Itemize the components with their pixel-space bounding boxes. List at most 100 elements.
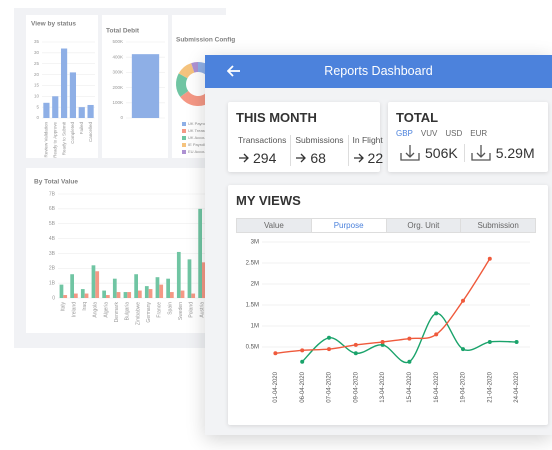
bar: [70, 274, 74, 298]
back-button[interactable]: [227, 65, 241, 77]
card-title: MY VIEWS: [236, 193, 301, 208]
bar: [102, 290, 106, 298]
stat-value-row: 68: [295, 150, 343, 166]
bar: [176, 251, 181, 298]
arrow-icon: [353, 153, 364, 163]
pie-slice: [191, 62, 198, 73]
y-tick-label: 35: [34, 39, 40, 44]
bar: [198, 208, 202, 298]
arrow-icon: [239, 153, 249, 163]
legend-swatch: [182, 150, 186, 154]
bar: [69, 72, 77, 118]
x-tick-label: Angola: [93, 302, 99, 318]
stat: Submissions 68: [290, 135, 347, 166]
legend-swatch: [182, 129, 186, 133]
y-tick-label: 2B: [49, 266, 56, 272]
y-tick-label: 25: [34, 61, 40, 66]
x-tick-label: Cancelled: [88, 122, 93, 143]
bar: [187, 259, 192, 298]
bar: [91, 265, 96, 298]
x-tick-label: Austria: [199, 302, 205, 318]
y-tick-label: 10: [34, 93, 40, 98]
bar: [138, 290, 142, 298]
bar: [155, 277, 160, 298]
bar: [180, 290, 185, 298]
stat-value: 22: [367, 150, 384, 166]
currency-tab[interactable]: GBP: [396, 129, 413, 138]
bar: [127, 292, 132, 298]
amount-value: 5.29M: [495, 145, 535, 161]
header-title: Reports Dashboard: [324, 64, 433, 78]
back-arrow: [227, 65, 240, 77]
chart-title: By Total Value: [34, 179, 78, 186]
bar: [63, 295, 68, 298]
y-tick-label: 3B: [49, 251, 56, 257]
x-tick-label: Ireland: [71, 302, 77, 318]
arrow-path: [239, 153, 249, 163]
y-tick-label: 20: [34, 72, 40, 77]
bar: [131, 54, 160, 118]
x-tick-label: Bulgaria: [125, 302, 131, 321]
bar: [170, 292, 174, 298]
y-tick-label: 300K: [112, 70, 123, 75]
x-tick-label: Ready to Submit: [61, 121, 66, 155]
front-dashboard: Reports Dashboard THIS MONTH Transaction…: [205, 55, 552, 435]
currency-tab[interactable]: VUV: [420, 129, 438, 138]
bar: [159, 284, 164, 298]
y-tick-label: 400K: [112, 54, 123, 59]
x-tick-label: Review Validation: [44, 122, 49, 158]
bar: [78, 107, 85, 118]
arrow-icon: [296, 153, 307, 163]
currency-tab[interactable]: EUR: [470, 129, 488, 138]
x-tick-label: Algeria: [103, 302, 109, 318]
x-tick-label: France: [157, 302, 163, 318]
x-tick-label: Italy: [61, 302, 67, 312]
x-tick-label: Spain: [167, 302, 173, 315]
header: Reports Dashboard: [205, 55, 552, 88]
view-tab[interactable]: Value: [237, 219, 311, 232]
stat-label: Transactions: [238, 135, 287, 145]
view-tab[interactable]: Org. Unit: [385, 219, 461, 232]
stat-label: In Flight: [352, 135, 383, 145]
y-tick-label: 15: [34, 83, 40, 88]
bar: [43, 102, 50, 118]
stat-value-row: 22: [353, 150, 384, 166]
x-tick-label: Sweden: [178, 302, 184, 320]
view-tab[interactable]: Submission: [460, 219, 535, 232]
stat-value: 294: [253, 150, 277, 166]
y-tick-label: 0: [120, 115, 123, 120]
bar: [112, 278, 117, 298]
bar: [95, 271, 100, 298]
chart-title: View by status: [31, 21, 76, 28]
y-tick-label: 1B: [49, 280, 56, 286]
stat: In Flight 22: [347, 135, 388, 166]
card-title: THIS MONTH: [236, 110, 317, 125]
view-tab[interactable]: Purpose: [310, 219, 386, 232]
arrow-path: [353, 153, 364, 163]
bar: [123, 292, 128, 298]
y-tick-label: 30: [34, 50, 40, 55]
legend-label: UK Payroll: [188, 121, 207, 126]
currency-tabs: GBP VUV USD EUR: [396, 129, 548, 138]
x-tick-label: Poland: [189, 302, 195, 318]
stats: Transactions 294 Submissions 68 In Flight 22: [234, 135, 383, 166]
bar: [166, 278, 170, 298]
bar: [134, 274, 138, 298]
download-icon: [400, 145, 420, 161]
this-month-card: THIS MONTH Transactions 294 Submissions 68 I…: [228, 102, 383, 172]
legend-swatch: [182, 122, 186, 126]
stat-label: Submissions: [295, 135, 344, 145]
bar: [80, 289, 85, 298]
bar: [59, 284, 64, 298]
x-tick-label: Denmark: [114, 302, 120, 323]
bar: [74, 293, 78, 298]
card: [26, 168, 226, 333]
legend-swatch: [182, 143, 186, 147]
total-card: TOTAL GBP VUV USD EUR 506K 5.29M: [388, 102, 548, 172]
currency-tab[interactable]: USD: [445, 129, 463, 138]
legend-swatch: [182, 136, 186, 140]
y-tick-label: 7B: [49, 191, 56, 197]
icon-path: [400, 145, 420, 161]
